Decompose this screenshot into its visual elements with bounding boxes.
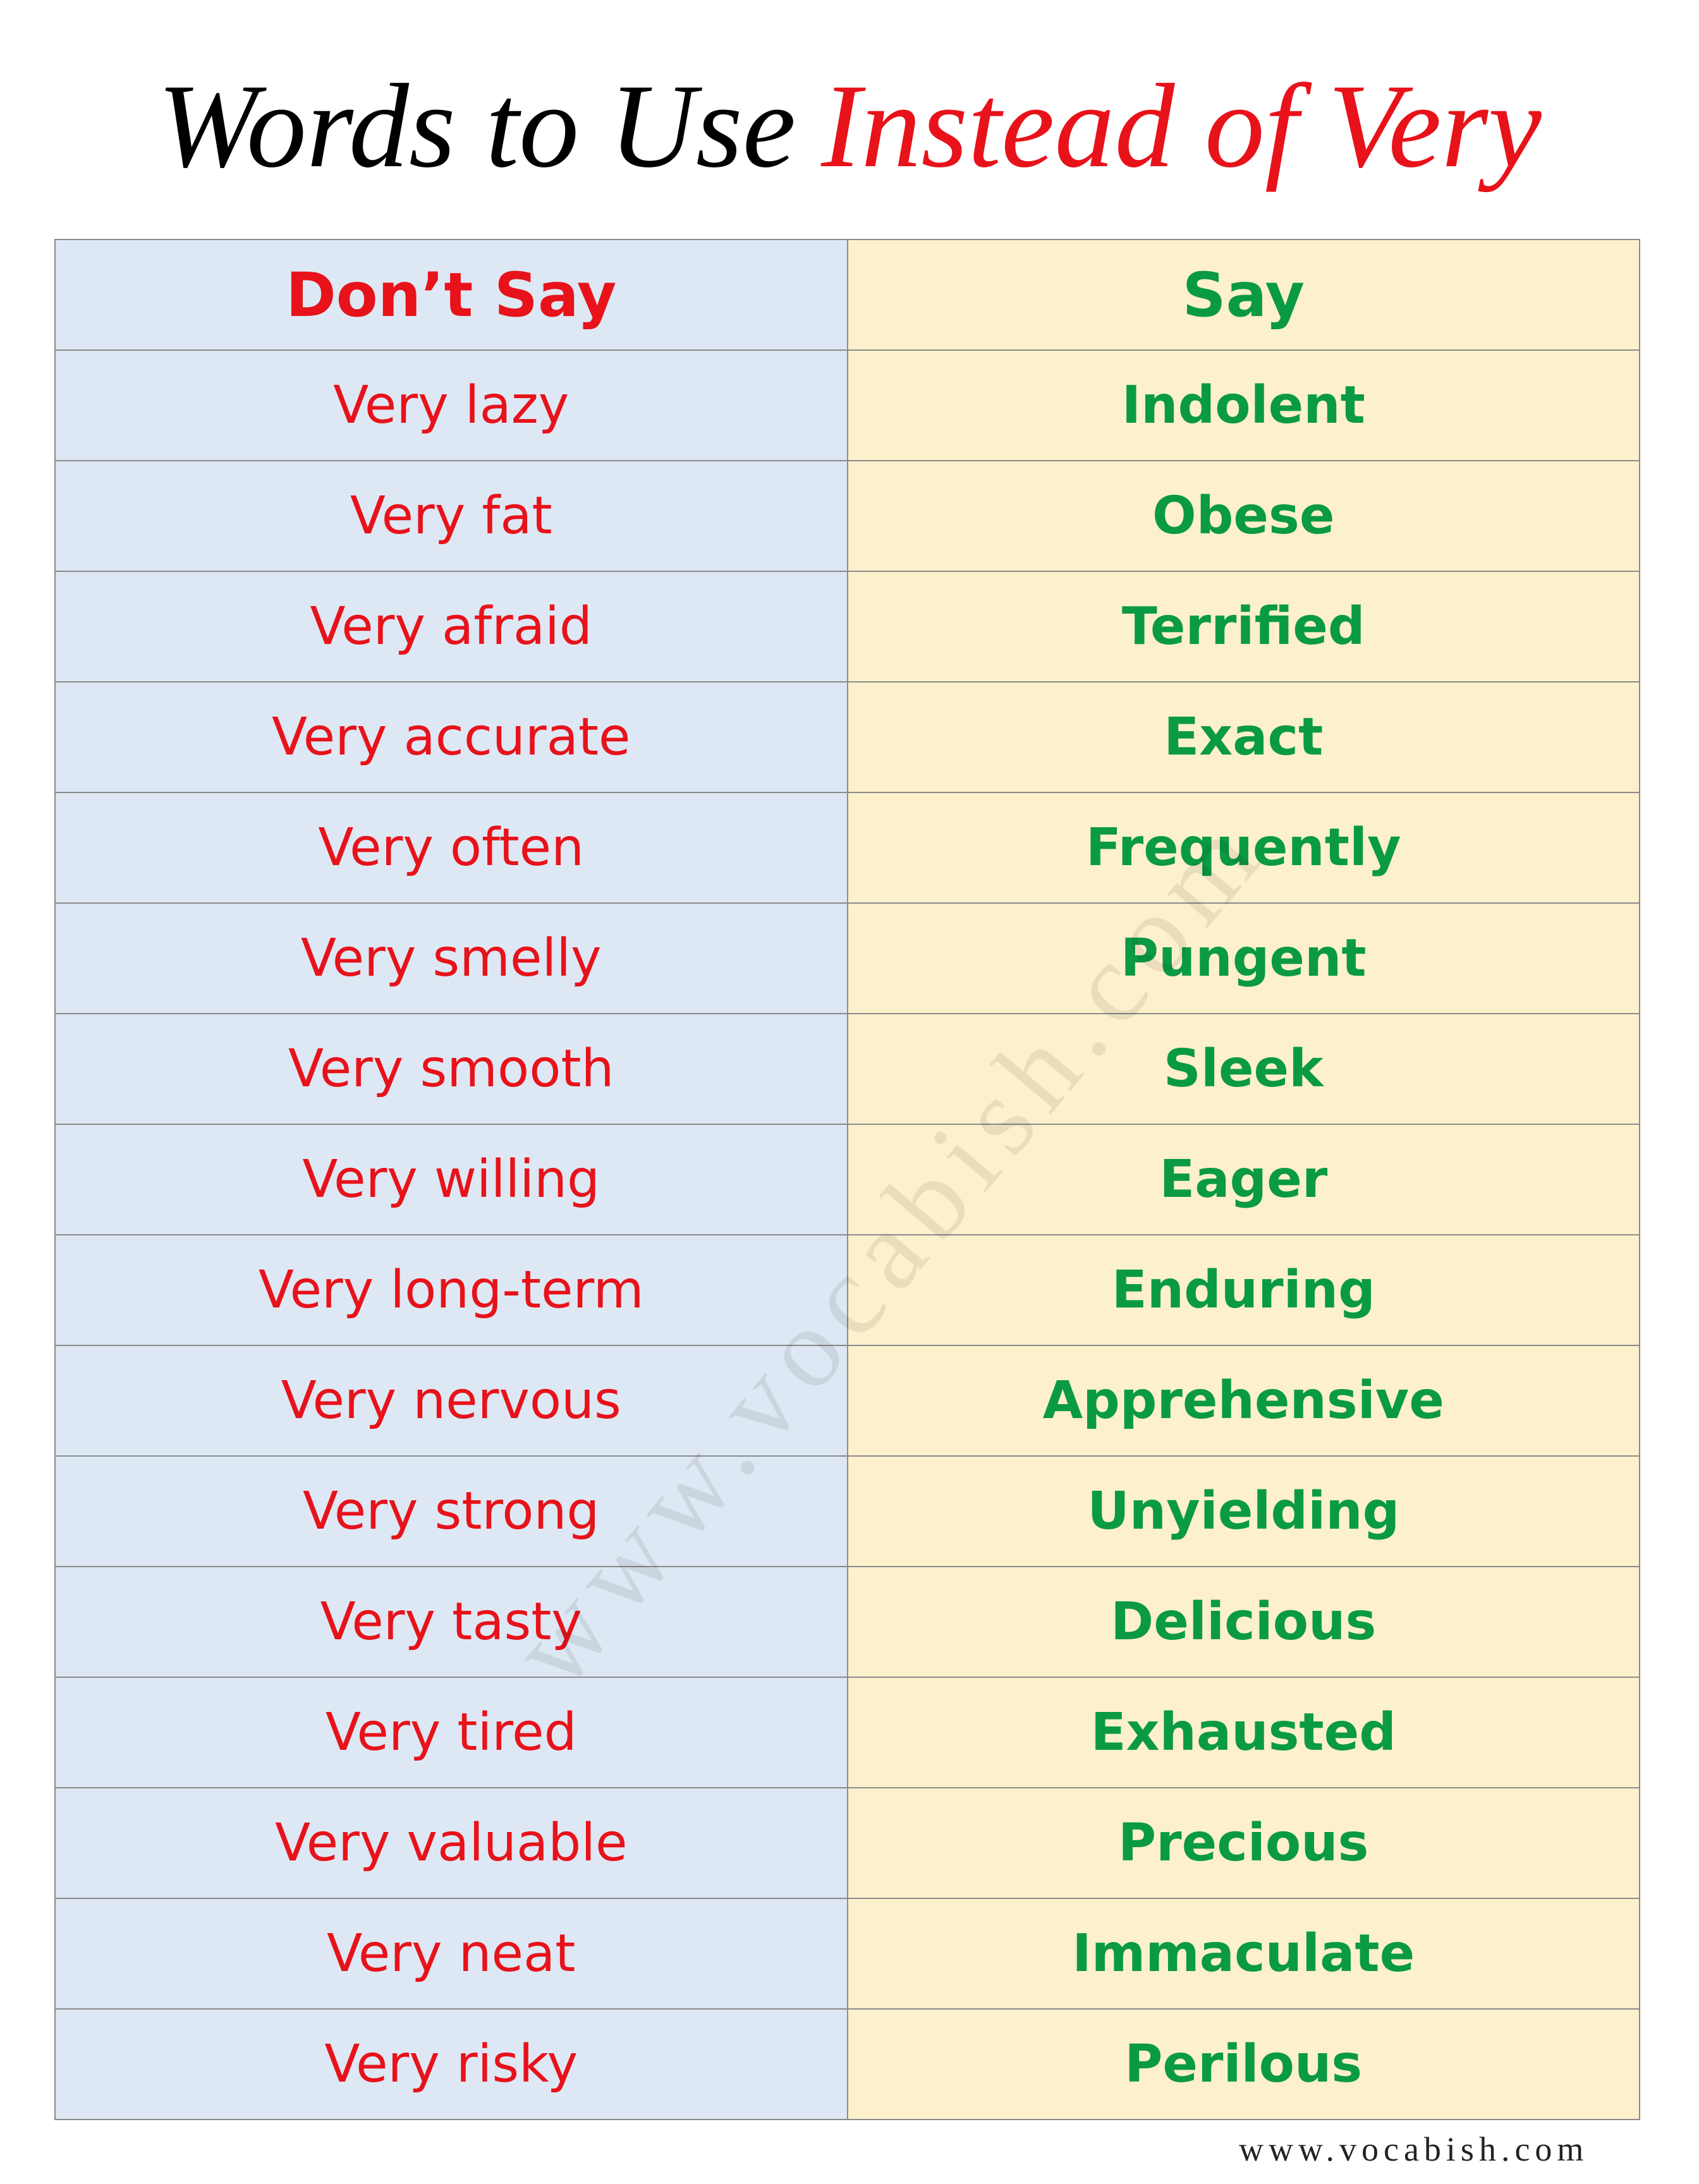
table-row: Very lazy Indolent	[56, 351, 1640, 461]
table-row: Very smooth Sleek	[56, 1014, 1640, 1125]
table-row: Very willing Eager	[56, 1125, 1640, 1235]
table-row: Very long-term Enduring	[56, 1235, 1640, 1346]
dont-say-cell: Very long-term	[56, 1235, 848, 1346]
dont-say-cell: Very often	[56, 793, 848, 904]
say-cell: Pungent	[848, 904, 1640, 1014]
say-cell: Indolent	[848, 351, 1640, 461]
title: Words to Use Instead of Very	[0, 57, 1699, 196]
say-cell: Unyielding	[848, 1457, 1640, 1567]
table-row: Very tasty Delicious	[56, 1567, 1640, 1678]
say-cell: Delicious	[848, 1567, 1640, 1678]
dont-say-cell: Very afraid	[56, 572, 848, 682]
dont-say-cell: Very willing	[56, 1125, 848, 1235]
table-row: Very nervous Apprehensive	[56, 1346, 1640, 1457]
say-cell: Exhausted	[848, 1678, 1640, 1788]
say-cell: Obese	[848, 461, 1640, 572]
say-cell: Immaculate	[848, 1899, 1640, 2010]
say-cell: Apprehensive	[848, 1346, 1640, 1457]
dont-say-cell: Very accurate	[56, 682, 848, 793]
dont-say-cell: Very neat	[56, 1899, 848, 2010]
table-row: Very often Frequently	[56, 793, 1640, 904]
table-row: Very risky Perilous	[56, 2010, 1640, 2120]
table-row: Very valuable Precious	[56, 1788, 1640, 1899]
say-cell: Eager	[848, 1125, 1640, 1235]
say-cell: Sleek	[848, 1014, 1640, 1125]
say-cell: Terrified	[848, 572, 1640, 682]
dont-say-cell: Very risky	[56, 2010, 848, 2120]
table: Don’t Say Say Very lazy Indolent Very fat Obe…	[54, 239, 1640, 2120]
table-row: Very neat Immaculate	[56, 1899, 1640, 2010]
say-cell: Exact	[848, 682, 1640, 793]
footer: www.vocabish.com	[1239, 2130, 1589, 2168]
dont-say-cell: Very valuable	[56, 1788, 848, 1899]
say-cell: Precious	[848, 1788, 1640, 1899]
table-row: Very tired Exhausted	[56, 1678, 1640, 1788]
title-plain: Words to Use	[157, 60, 796, 193]
say-cell: Frequently	[848, 793, 1640, 904]
table-row: Very afraid Terrified	[56, 572, 1640, 682]
dont-say-cell: Very tired	[56, 1678, 848, 1788]
header-cell: Say	[848, 240, 1640, 351]
table-row: Very fat Obese	[56, 461, 1640, 572]
header-row: Don’t Say Say	[56, 240, 1640, 351]
dont-say-cell: Very tasty	[56, 1567, 848, 1678]
table-row: Very strong Unyielding	[56, 1457, 1640, 1567]
header-cell: Don’t Say	[56, 240, 848, 351]
dont-say-cell: Very smooth	[56, 1014, 848, 1125]
dont-say-cell: Very fat	[56, 461, 848, 572]
table-row: Very smelly Pungent	[56, 904, 1640, 1014]
say-cell: Perilous	[848, 2010, 1640, 2120]
dont-say-cell: Very nervous	[56, 1346, 848, 1457]
dont-say-cell: Very strong	[56, 1457, 848, 1567]
say-cell: Enduring	[848, 1235, 1640, 1346]
title-highlight: Instead of Very	[821, 60, 1542, 193]
table-row: Very accurate Exact	[56, 682, 1640, 793]
dont-say-cell: Very smelly	[56, 904, 848, 1014]
dont-say-cell: Very lazy	[56, 351, 848, 461]
